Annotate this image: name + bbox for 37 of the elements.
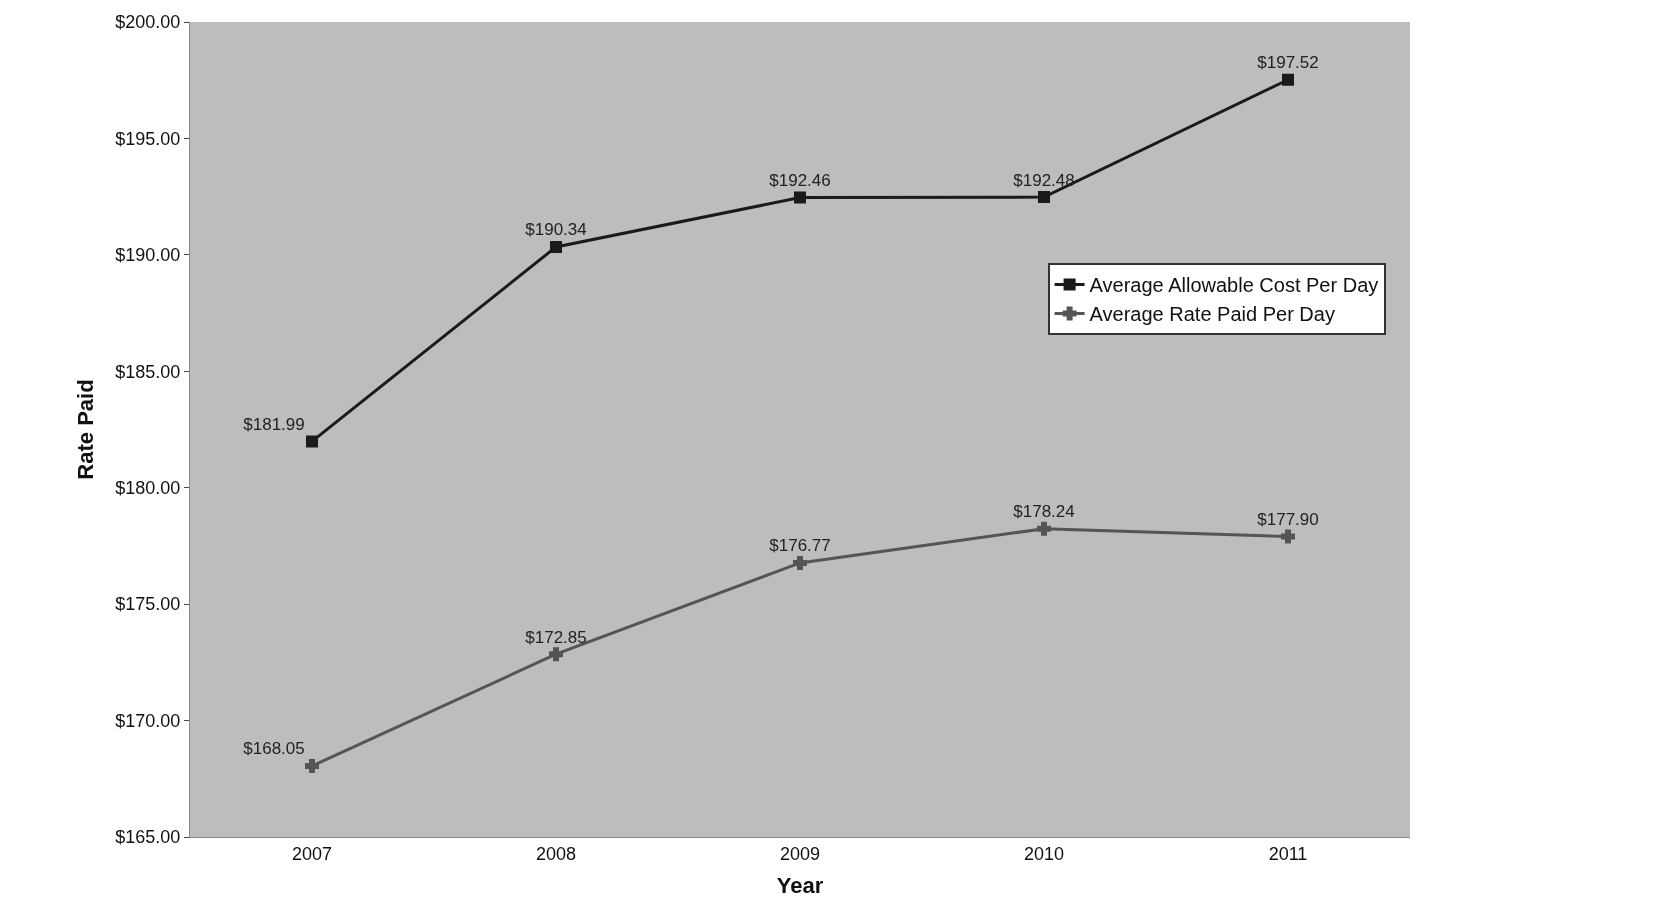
x-tick-label: 2011	[1268, 843, 1308, 864]
y-axis-title: Rate Paid	[73, 379, 99, 480]
data-label: $178.24	[1013, 502, 1075, 522]
y-tick-label: $185.00	[115, 361, 181, 382]
data-label: $192.48	[1013, 170, 1075, 190]
point	[794, 191, 806, 204]
y-tick-label: $170.00	[115, 710, 181, 731]
data-label: $181.99	[243, 414, 305, 434]
x-tick-label: 2008	[535, 843, 577, 864]
data-label: $197.52	[1257, 53, 1319, 73]
data-label: $192.46	[769, 171, 831, 191]
legend-label: Average Allowable Cost Per Day	[1089, 274, 1379, 297]
y-tick-label: $200.00	[115, 12, 181, 33]
y-tick-label: $180.00	[115, 478, 181, 499]
data-label: $177.90	[1257, 510, 1319, 530]
legend-label: Average Rate Paid Per Day	[1089, 303, 1335, 326]
x-tick-label: 2010	[1023, 843, 1065, 864]
y-tick-label: $175.00	[115, 594, 181, 615]
point	[550, 240, 562, 253]
point	[1282, 73, 1294, 86]
x-tick-label: 2009	[779, 843, 821, 864]
point	[1281, 529, 1295, 544]
y-tick-label: $195.00	[115, 128, 181, 149]
point	[305, 758, 319, 773]
data-label: $168.05	[243, 739, 305, 759]
y-tick-label: $190.00	[115, 245, 181, 266]
point	[549, 647, 563, 662]
x-tick-label: 2007	[291, 843, 333, 864]
x-axis-title: Year	[776, 873, 824, 899]
point	[793, 555, 807, 570]
data-label: $176.77	[769, 536, 831, 556]
point	[1038, 191, 1050, 204]
data-label: $190.34	[525, 220, 587, 240]
data-label: $172.85	[525, 627, 587, 647]
point	[1037, 521, 1051, 536]
point	[306, 435, 318, 448]
y-tick-label: $165.00	[115, 827, 181, 848]
